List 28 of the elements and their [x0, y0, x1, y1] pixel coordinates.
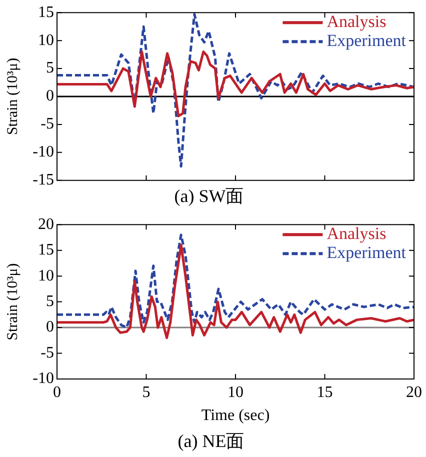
y-tick-label: -10: [32, 370, 54, 388]
y-tick-label: 10: [38, 267, 54, 284]
y-tick-label: 20: [38, 216, 54, 233]
y-tick-label: -15: [32, 172, 54, 189]
y-tick-label: -5: [40, 116, 54, 133]
y-axis-title: Strain (10³μ): [4, 58, 21, 136]
y-tick-label: 15: [38, 4, 54, 21]
x-tick-label: 20: [406, 384, 422, 401]
line-series: [57, 13, 414, 168]
text: (a) SW面: [174, 186, 244, 206]
y-tick-label: 15: [38, 242, 54, 259]
text: (a) NE面: [178, 430, 244, 451]
text: Analysis: [326, 12, 386, 32]
y-tick-label: 0: [46, 318, 54, 336]
text: Analysis: [326, 224, 386, 244]
legend-label: Experiment: [326, 31, 406, 50]
y-axis-title: Strain (10³μ): [4, 263, 21, 340]
legend-label: Experiment: [326, 243, 406, 262]
y-tick-label: -10: [32, 144, 54, 161]
x-axis-title: Time (sec): [201, 407, 270, 424]
y-tick-label: 10: [38, 32, 54, 49]
x-tick-label: 15: [316, 384, 333, 401]
y-tick-label: 5: [46, 60, 54, 77]
x-tick-label: 5: [142, 384, 150, 401]
y-tick-label: -5: [40, 344, 54, 362]
y-tick-label: 0: [46, 88, 54, 105]
x-tick-label: 10: [228, 384, 244, 401]
y-tick-label: 5: [46, 293, 54, 310]
